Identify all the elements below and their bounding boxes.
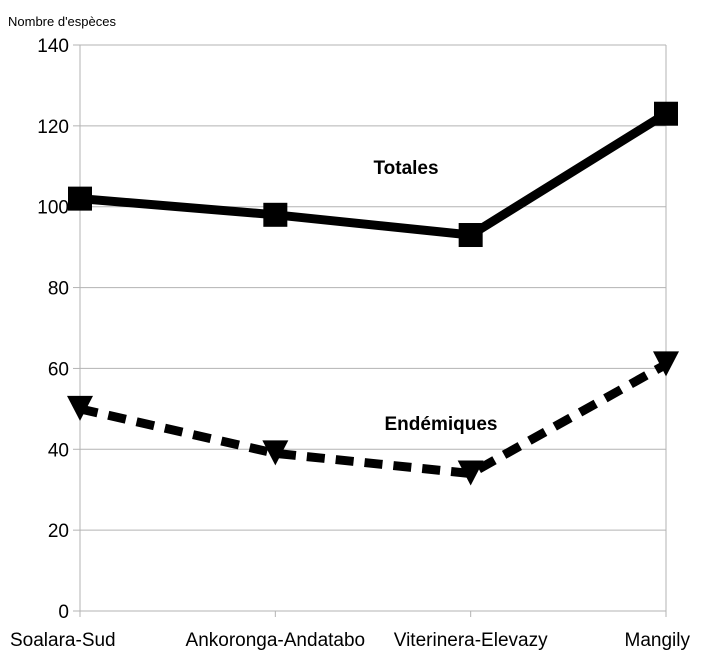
axes [73,44,667,617]
y-tick-label-80: 80 [48,279,69,300]
y-tick-label-60: 60 [48,359,69,380]
series-0-point-3 [654,101,678,126]
series-0-point-1 [263,202,288,227]
y-tick-labels: 0 20 40 60 80 100 120 140 [37,36,69,623]
series-1-point-1 [262,440,289,466]
series-1-point-0 [67,395,93,421]
series-label-totales: Totales [373,158,438,179]
x-tick-label-2: Viterinera-Elevazy [394,630,548,650]
y-tick-label-20: 20 [48,521,69,542]
y-tick-label-120: 120 [37,117,69,138]
y-tick-label-0: 0 [58,602,69,623]
series-group [67,101,679,486]
gridlines [80,44,666,531]
series-line-0 [79,109,669,240]
x-tick-label-0: Soalara-Sud [10,630,116,650]
x-tick-label-1: Ankoronga-Andatabo [186,630,366,650]
series-1-point-2 [457,460,484,486]
x-tick-labels: Soalara-Sud Ankoronga-Andatabo Viterinera-… [10,630,690,650]
y-tick-label-140: 140 [37,36,69,57]
y-tick-label-40: 40 [48,440,69,461]
series-1-point-3 [653,351,679,377]
y-tick-label-100: 100 [37,198,69,219]
series-line-1 [79,360,669,479]
x-tick-label-3: Mangily [625,630,691,650]
series-0-point-2 [458,223,483,248]
series-0-point-0 [68,186,92,211]
y-axis-label: Nombre d'espèces [8,14,116,29]
series-label-endemiques: Endémiques [385,414,498,435]
